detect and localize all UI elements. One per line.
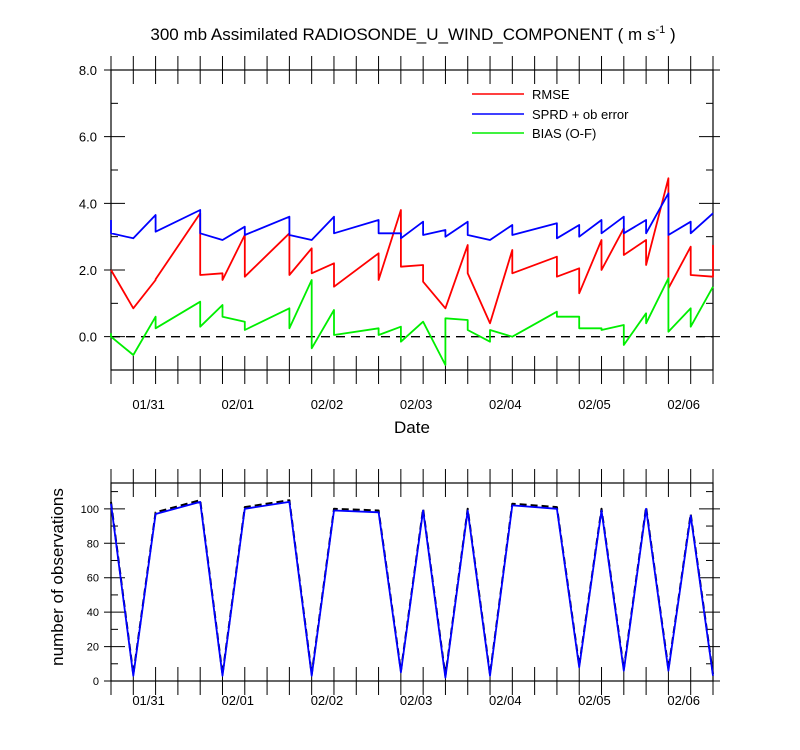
bottom-ytick-label: 80 (87, 538, 99, 550)
bottom-ytick-label: 100 (81, 504, 99, 516)
legend: RMSE SPRD + ob error BIAS (O-F) (472, 87, 629, 141)
bottom-ytick-label: 0 (93, 676, 99, 688)
bottom-ytick-label: 40 (87, 607, 99, 619)
chart-title: 300 mb Assimilated RADIOSONDE_U_WIND_COM… (150, 24, 675, 44)
top-ytick-label: 2.0 (79, 263, 97, 278)
legend-label-rmse: RMSE (532, 87, 570, 102)
top-chart: 0.0 2.0 4.0 6.0 8.0 01/31 02/01 02/02 02/03 02/04… (79, 56, 720, 437)
top-xtick-label: 02/03 (400, 397, 433, 412)
bottom-y-axis-label: number of observations (48, 488, 67, 666)
top-series (110, 177, 714, 366)
bottom-chart: 0 20 40 60 80 100 01/31 02/01 02/02 02/03 02/04 02/… (48, 469, 720, 708)
top-x-axis-label: Date (394, 418, 430, 437)
legend-label-bias: BIAS (O-F) (532, 126, 596, 141)
legend-label-sprd: SPRD + ob error (532, 107, 629, 122)
bottom-ytick-label: 20 (87, 642, 99, 654)
top-xtick-label: 02/05 (578, 397, 611, 412)
bottom-xtick-label: 02/02 (311, 693, 344, 708)
top-ytick-label: 4.0 (79, 196, 97, 211)
top-ytick-label: 0.0 (79, 330, 97, 345)
bottom-series-used (110, 500, 714, 679)
bottom-xtick-label: 02/04 (489, 693, 522, 708)
top-xtick-label: 01/31 (132, 397, 165, 412)
bottom-xtick-label: 02/01 (222, 693, 255, 708)
chart-title-end: ) (665, 25, 675, 44)
bottom-xtick-label: 02/05 (578, 693, 611, 708)
bottom-xtick-label: 02/06 (667, 693, 700, 708)
top-ytick-label: 6.0 (79, 130, 97, 145)
top-xtick-label: 02/06 (667, 397, 700, 412)
bottom-series (110, 499, 714, 679)
top-series-bias-o-f (110, 277, 714, 366)
bottom-plot-frame (110, 482, 714, 682)
top-series-sprd-ob-error (110, 192, 714, 241)
bottom-xtick-label: 02/03 (400, 693, 433, 708)
chart-title-superscript: -1 (655, 24, 665, 36)
top-xtick-label: 02/04 (489, 397, 522, 412)
bottom-xtick-label: 01/31 (132, 693, 165, 708)
top-ticks: 0.0 2.0 4.0 6.0 8.0 01/31 02/01 02/02 02/03 02/04… (79, 56, 720, 412)
top-series-rmse (110, 177, 714, 325)
top-xtick-label: 02/01 (222, 397, 255, 412)
bottom-ytick-label: 60 (87, 573, 99, 585)
top-xtick-label: 02/02 (311, 397, 344, 412)
bottom-ticks: 0 20 40 60 80 100 01/31 02/01 02/02 02/03 02/04 02/… (81, 469, 720, 708)
top-ytick-label: 8.0 (79, 63, 97, 78)
